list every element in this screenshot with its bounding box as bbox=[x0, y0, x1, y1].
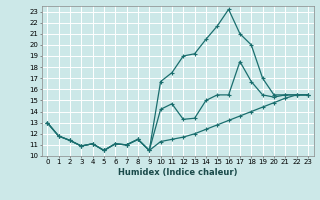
X-axis label: Humidex (Indice chaleur): Humidex (Indice chaleur) bbox=[118, 168, 237, 177]
